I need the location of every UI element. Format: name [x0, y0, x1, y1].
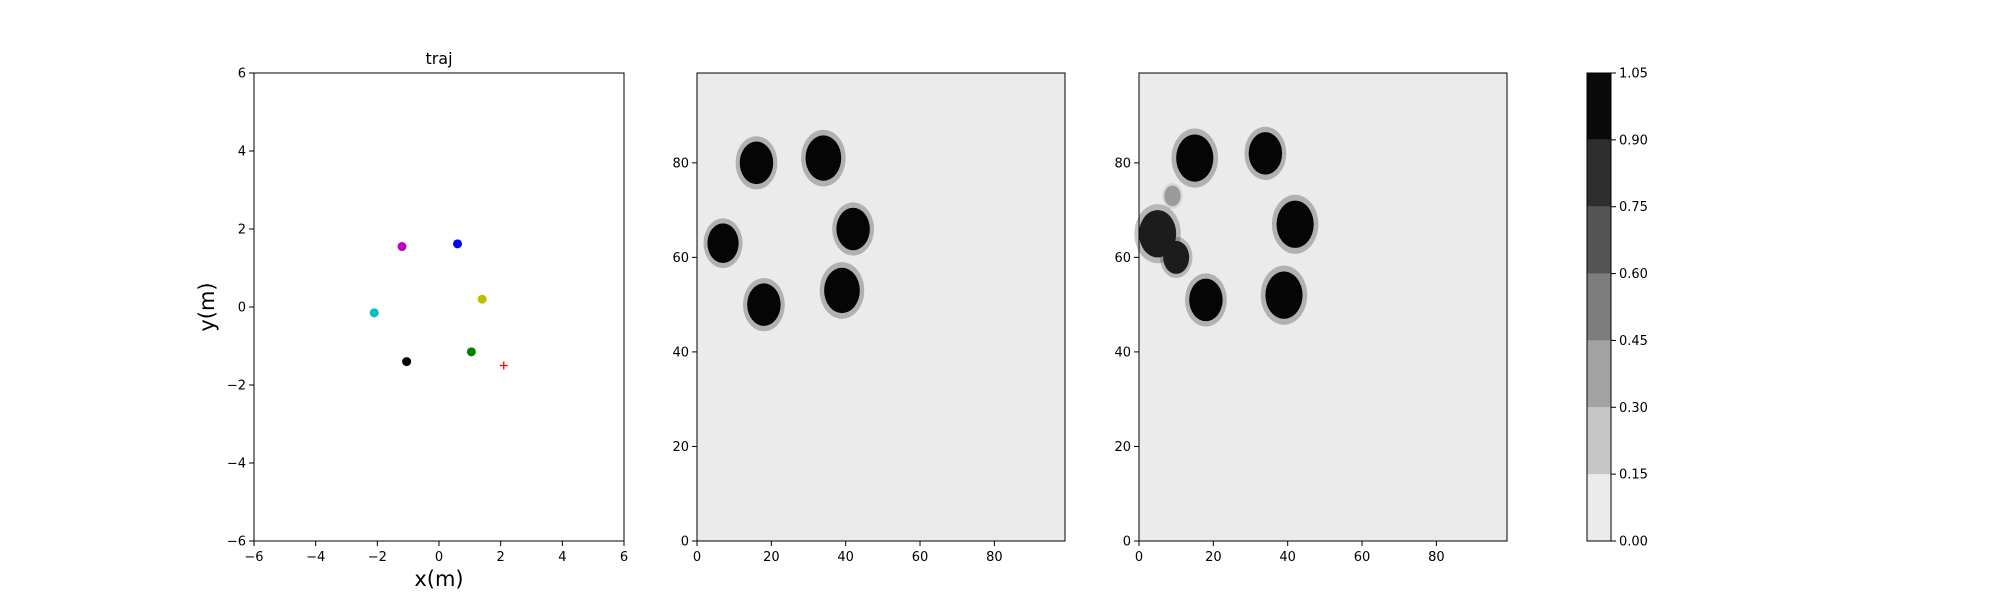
- colorbar-cell: [1587, 73, 1611, 140]
- y-tick-label: 80: [1114, 156, 1131, 171]
- x-axis-ticks: 0 20 40 60 80: [693, 541, 1003, 565]
- y-axis-label: y(m): [195, 282, 219, 331]
- colorbar-tick-label: 0.30: [1619, 401, 1648, 416]
- y-tick-label: 0: [681, 535, 689, 550]
- data-point: [397, 242, 407, 252]
- y-tick-label: 2: [238, 223, 246, 238]
- map-blob: [747, 283, 781, 326]
- colorbar-cell: [1587, 206, 1611, 274]
- map-blob: [1265, 271, 1303, 319]
- colorbar-tick-label: 0.75: [1619, 200, 1648, 215]
- occupancy-map-2: 0 20 40 60 80 0 20 40 60 80: [1114, 72, 1508, 565]
- trajectory-plot: traj −6 −4 −2 0 2 4 6 −6 −4 −2 0 2 4 6 x(m) y(m): [195, 49, 628, 591]
- colorbar-cell: [1587, 340, 1611, 408]
- map-blob: [836, 207, 870, 251]
- map-blob: [805, 135, 842, 181]
- plot-area: [253, 72, 625, 542]
- map-blob: [1276, 200, 1314, 248]
- map-blob: [1189, 278, 1223, 322]
- x-axis-label: x(m): [414, 567, 463, 591]
- y-tick-label: 40: [1114, 345, 1131, 360]
- y-axis-ticks: −6 −4 −2 0 2 4 6: [227, 67, 254, 550]
- colorbar-cells: [1587, 73, 1611, 541]
- chart-title: traj: [425, 49, 452, 68]
- data-point: [477, 294, 487, 304]
- x-tick-label: 80: [1428, 550, 1445, 565]
- x-tick-label: 80: [986, 550, 1003, 565]
- map-blob: [1248, 132, 1283, 175]
- y-axis-ticks: 0 20 40 60 80: [1114, 156, 1139, 550]
- colorbar-tick-label: 0.00: [1619, 535, 1648, 550]
- y-tick-label: 20: [672, 440, 689, 455]
- colorbar-tick-label: 0.45: [1619, 334, 1648, 349]
- map-blob: [1139, 210, 1177, 258]
- x-tick-label: 6: [620, 550, 628, 565]
- y-tick-label: 0: [238, 301, 246, 316]
- y-tick-label: 20: [1114, 440, 1131, 455]
- data-point: [453, 239, 462, 249]
- x-axis-ticks: 0 20 40 60 80: [1135, 541, 1445, 565]
- y-tick-label: −2: [227, 379, 246, 394]
- x-axis-ticks: −6 −4 −2 0 2 4 6: [244, 541, 628, 565]
- map-blob: [1163, 240, 1190, 274]
- colorbar-tick-label: 0.90: [1619, 133, 1648, 148]
- goal-marker: [499, 361, 508, 370]
- x-tick-label: 0: [435, 550, 443, 565]
- occupancy-map-1: 0 20 40 60 80 0 20 40 60 80: [672, 72, 1066, 565]
- y-tick-label: 6: [238, 67, 246, 82]
- y-tick-label: 60: [1114, 251, 1131, 266]
- x-tick-label: 0: [693, 550, 701, 565]
- map-blob: [739, 141, 774, 185]
- y-tick-label: 0: [1123, 535, 1131, 550]
- map-blob: [1176, 134, 1214, 182]
- y-tick-label: 80: [672, 156, 689, 171]
- colorbar-frame: [1586, 72, 1612, 542]
- y-tick-label: 4: [238, 145, 246, 160]
- colorbar-cell: [1587, 474, 1611, 541]
- map-blobs: [1134, 126, 1319, 327]
- map-blob: [1164, 185, 1181, 207]
- x-tick-label: 60: [1354, 550, 1371, 565]
- x-tick-label: −6: [244, 550, 263, 565]
- colorbar-cell: [1587, 139, 1611, 207]
- data-point: [466, 347, 476, 357]
- data-points: [369, 239, 508, 370]
- colorbar-tick-label: 0.60: [1619, 267, 1648, 282]
- colorbar-cell: [1587, 407, 1611, 475]
- plot-frame: [1138, 72, 1508, 542]
- y-tick-label: −4: [227, 457, 246, 472]
- colorbar-tick-label: 0.15: [1619, 468, 1648, 483]
- y-tick-label: 40: [672, 345, 689, 360]
- x-tick-label: −4: [306, 550, 325, 565]
- colorbar-ticks: 0.00 0.15 0.30 0.45 0.60 0.75 0.90 1.05: [1611, 67, 1648, 550]
- x-tick-label: −2: [368, 550, 387, 565]
- x-tick-label: 0: [1135, 550, 1143, 565]
- data-point: [369, 308, 379, 318]
- x-tick-label: 60: [912, 550, 929, 565]
- colorbar-tick-label: 1.05: [1619, 67, 1648, 82]
- data-point: [402, 357, 412, 367]
- y-tick-label: −6: [227, 535, 246, 550]
- x-tick-label: 40: [1279, 550, 1296, 565]
- map-blobs: [703, 129, 875, 332]
- colorbar-cell: [1587, 273, 1611, 341]
- x-tick-label: 4: [558, 550, 566, 565]
- colorbar: 0.00 0.15 0.30 0.45 0.60 0.75 0.90 1.05: [1586, 67, 1648, 550]
- map-blob: [824, 267, 860, 314]
- y-axis-ticks: 0 20 40 60 80: [672, 156, 697, 550]
- x-tick-label: 40: [837, 550, 854, 565]
- map-blob: [707, 223, 739, 264]
- x-tick-label: 20: [1205, 550, 1222, 565]
- x-tick-label: 2: [497, 550, 505, 565]
- plot-frame: [696, 72, 1066, 542]
- y-tick-label: 60: [672, 251, 689, 266]
- x-tick-label: 20: [763, 550, 780, 565]
